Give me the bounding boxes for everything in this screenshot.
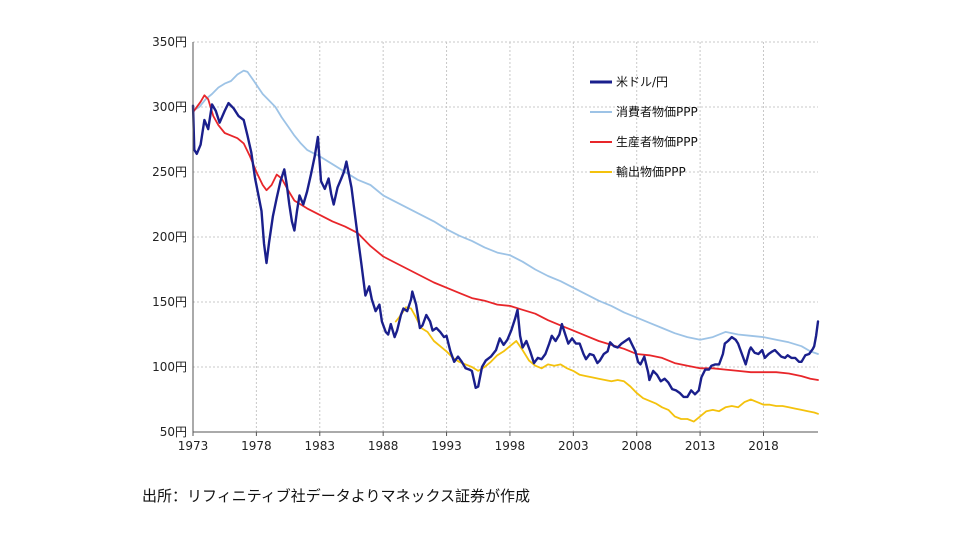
series-line-3 [394, 306, 819, 423]
y-tick-label: 150円 [152, 295, 187, 309]
y-tick-label: 300円 [152, 100, 187, 114]
y-tick-label: 200円 [152, 230, 187, 244]
x-tick-label: 2013 [685, 439, 716, 453]
x-tick-label: 1998 [495, 439, 526, 453]
y-tick-label: 350円 [152, 35, 187, 49]
legend-label: 輸出物価PPP [616, 164, 686, 179]
x-tick-label: 1993 [431, 439, 462, 453]
x-tick-label: 1973 [178, 439, 209, 453]
x-tick-label: 2018 [748, 439, 779, 453]
legend-label: 消費者物価PPP [616, 104, 698, 119]
chart-area: 350円 300円 250円 200円 150円 100円 50円 1973 1978 1983 1… [152, 35, 820, 453]
legend-label: 生産者物価PPP [616, 134, 698, 149]
y-tick-label: 250円 [152, 165, 187, 179]
x-tick-label: 1978 [241, 439, 272, 453]
y-tick-label: 50円 [160, 425, 187, 439]
series-lines [191, 69, 820, 423]
series-line-1 [192, 69, 819, 355]
x-tick-label: 2008 [621, 439, 652, 453]
x-tick-label: 1988 [368, 439, 399, 453]
gridlines [192, 41, 818, 433]
source-note: 出所：リフィニティブ社データよりマネックス証券が作成 [142, 487, 531, 505]
x-tick-label: 2003 [558, 439, 589, 453]
legend-label: 米ドル/円 [616, 75, 668, 89]
x-tick-label: 1983 [305, 439, 336, 453]
series-line-2 [192, 94, 819, 381]
y-tick-label: 100円 [152, 360, 187, 374]
series-line-0 [191, 101, 820, 399]
